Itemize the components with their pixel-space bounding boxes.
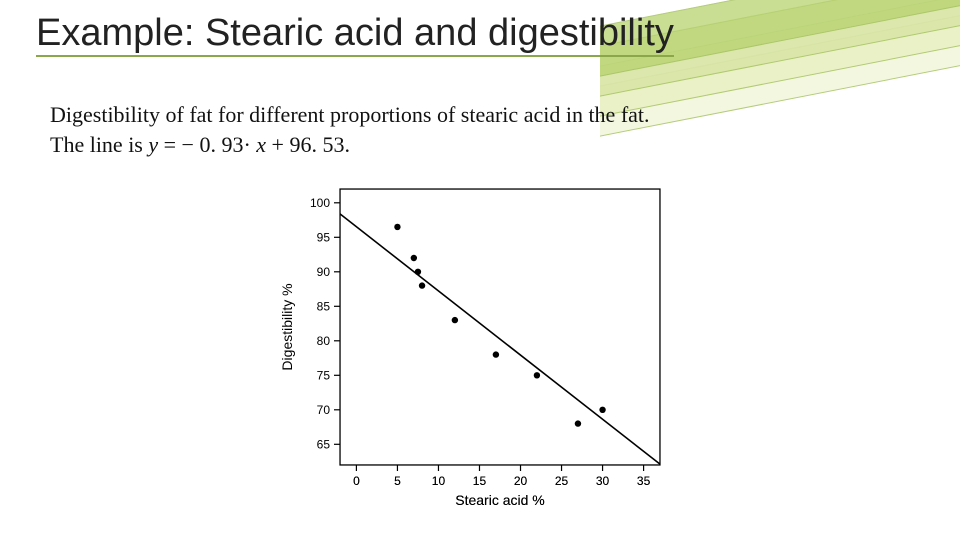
svg-text:65: 65 bbox=[317, 437, 331, 451]
chart-svg: 0 5 10 15 20 25 30 35 65 70 75 80 85 90 95 100 Stearic a… bbox=[270, 175, 690, 515]
body-text: Digestibility of fat for different propo… bbox=[50, 100, 910, 159]
svg-text:25: 25 bbox=[555, 474, 569, 488]
svg-text:35: 35 bbox=[637, 474, 651, 488]
svg-text:Stearic acid %: Stearic acid % bbox=[455, 492, 544, 508]
svg-text:80: 80 bbox=[317, 334, 331, 348]
svg-text:75: 75 bbox=[317, 368, 331, 382]
svg-text:20: 20 bbox=[514, 474, 528, 488]
svg-text:95: 95 bbox=[317, 230, 331, 244]
svg-text:10: 10 bbox=[432, 474, 446, 488]
body-eq-x: x bbox=[256, 132, 266, 157]
body-line2-prefix: The line is bbox=[50, 132, 148, 157]
body-line1: Digestibility of fat for different propo… bbox=[50, 102, 650, 127]
svg-text:100: 100 bbox=[310, 196, 330, 210]
svg-text:70: 70 bbox=[317, 403, 331, 417]
page-title: Example: Stearic acid and digestibility bbox=[36, 12, 674, 57]
body-eq-suffix: + 96. 53. bbox=[266, 132, 350, 157]
svg-text:15: 15 bbox=[473, 474, 487, 488]
svg-text:85: 85 bbox=[317, 299, 331, 313]
body-eq-mid: = − 0. 93· bbox=[158, 132, 256, 157]
svg-text:5: 5 bbox=[394, 474, 401, 488]
svg-text:30: 30 bbox=[596, 474, 610, 488]
svg-text:90: 90 bbox=[317, 265, 331, 279]
scatter-chart: 0 5 10 15 20 25 30 35 65 70 75 80 85 90 95 100 Stearic a… bbox=[270, 175, 690, 515]
svg-text:0: 0 bbox=[353, 474, 360, 488]
body-eq-y: y bbox=[148, 132, 158, 157]
svg-text:Digestibility %: Digestibility % bbox=[279, 283, 295, 370]
